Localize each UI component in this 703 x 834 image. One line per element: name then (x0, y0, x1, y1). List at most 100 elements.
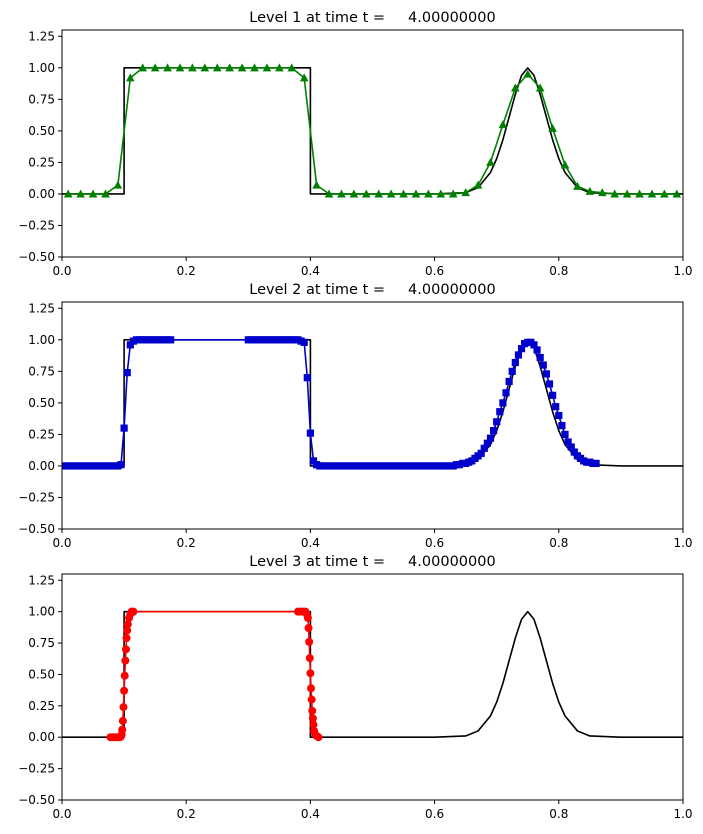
data-point (592, 459, 600, 468)
data-point (560, 160, 570, 169)
data-point (496, 408, 504, 416)
data-point (477, 449, 485, 457)
y-tick-label: 1.25 (28, 29, 55, 43)
y-tick-label: 0.00 (28, 730, 55, 744)
data-point (120, 686, 129, 695)
data-point (585, 186, 595, 195)
data-point (489, 427, 498, 435)
data-point (309, 720, 318, 729)
x-tick-label: 0.4 (301, 807, 320, 821)
subplot-level-1: 0.0 0.2 0.4 0.6 0.8 1.0 −0.50 −0.25 0.00 0.25 0.50… (18, 10, 692, 278)
y-tick-label: 0.75 (28, 636, 55, 650)
data-point (483, 439, 491, 447)
data-point (672, 189, 682, 198)
data-point (126, 341, 134, 349)
data-point (303, 613, 312, 622)
data-point (303, 374, 311, 382)
y-tick-label: 1.00 (28, 605, 55, 619)
series-line-exact (62, 67, 683, 195)
data-point (399, 189, 408, 198)
data-point (539, 361, 547, 369)
y-tick-label: 1.00 (28, 61, 55, 75)
x-tick-label: 1.0 (673, 536, 692, 550)
x-tick-label: 0.4 (301, 264, 320, 278)
data-point (307, 695, 316, 704)
data-point (118, 716, 127, 725)
data-point (361, 189, 371, 198)
x-tick-label: 0.8 (549, 807, 568, 821)
x-tick-label: 0.2 (177, 807, 196, 821)
data-point (237, 63, 247, 72)
data-point (622, 189, 632, 198)
data-point (486, 434, 495, 442)
data-point (150, 63, 160, 72)
y-tick-label: −0.25 (18, 218, 55, 232)
plot-series (62, 336, 683, 470)
plot-series (62, 607, 683, 742)
y-tick-label: 0.00 (28, 459, 55, 473)
plot-area (62, 574, 683, 800)
data-point (511, 358, 519, 367)
data-point (514, 351, 523, 359)
data-point (305, 637, 314, 646)
data-point (88, 189, 98, 198)
data-point (517, 345, 526, 353)
y-tick-label: −0.50 (18, 250, 55, 264)
data-point (287, 63, 297, 72)
data-point (312, 180, 321, 189)
subplot-level-2: 0.0 0.2 0.4 0.6 0.8 1.0 −0.50 −0.25 0.00 0.25 0.50… (18, 282, 692, 550)
data-point (530, 341, 538, 349)
x-tick-label: 0.2 (177, 264, 196, 278)
data-point (567, 443, 575, 451)
y-tick-label: −0.50 (18, 522, 55, 536)
chart-title: Level 2 at time t = 4.00000000 (249, 282, 495, 298)
data-point (473, 180, 483, 189)
data-point (163, 63, 172, 72)
data-point (508, 367, 516, 375)
data-point (76, 189, 85, 198)
data-point (635, 189, 644, 198)
chart-title: Level 1 at time t = 4.00000000 (249, 10, 495, 26)
data-point (305, 654, 314, 663)
data-point (498, 120, 508, 129)
data-point (597, 188, 607, 197)
data-point (113, 180, 123, 189)
data-point (493, 418, 501, 426)
y-tick-label: −0.50 (18, 793, 55, 807)
axes-frame (61, 301, 684, 530)
x-tick-label: 0.6 (425, 264, 444, 278)
y-tick-label: 0.75 (28, 364, 55, 378)
y-tick-label: 0.50 (28, 124, 55, 138)
data-point (122, 634, 131, 643)
data-point (120, 671, 129, 680)
data-point (300, 338, 308, 346)
x-tick-label: 0.4 (301, 536, 320, 550)
data-point (307, 684, 316, 693)
data-point (555, 411, 563, 420)
data-point (486, 157, 495, 166)
x-tick-label: 0.6 (425, 807, 444, 821)
data-point (660, 189, 669, 198)
data-point (121, 656, 130, 665)
data-point (461, 188, 470, 197)
data-point (126, 73, 135, 82)
data-point (480, 444, 488, 452)
x-tick-label: 1.0 (673, 264, 692, 278)
data-point (308, 714, 317, 723)
data-point (424, 189, 433, 198)
data-point (573, 181, 582, 190)
data-point (337, 189, 346, 198)
data-point (200, 63, 210, 72)
data-point (101, 189, 110, 198)
x-tick-label: 0.6 (425, 536, 444, 550)
data-point (117, 461, 125, 469)
series-line-exact (62, 610, 683, 739)
data-point (306, 429, 314, 437)
data-point (548, 391, 557, 399)
data-point (225, 63, 234, 72)
x-tick-label: 0.0 (52, 807, 71, 821)
data-point (138, 63, 148, 72)
data-point (374, 189, 384, 198)
data-point (411, 189, 421, 198)
